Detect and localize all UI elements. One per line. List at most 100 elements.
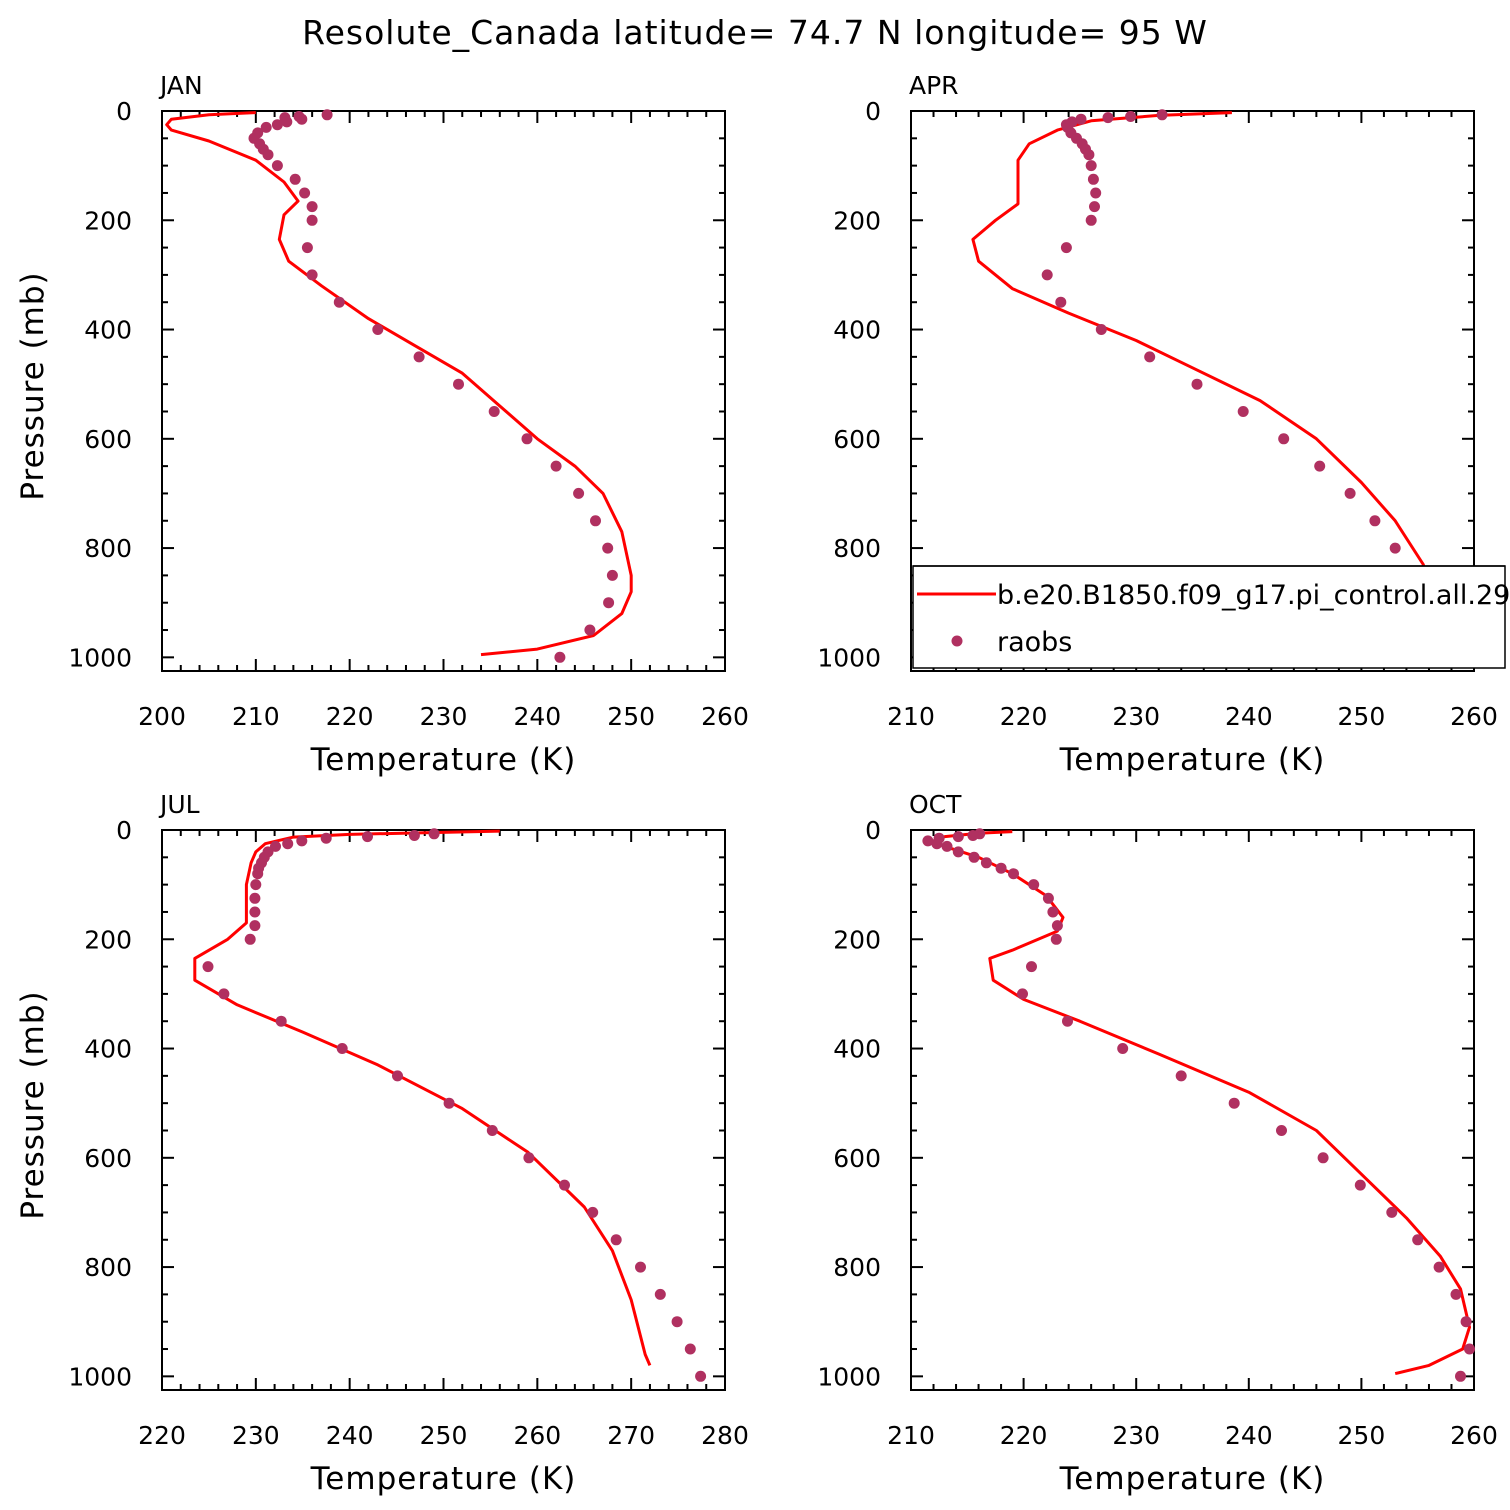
raobs-point (218, 988, 230, 1000)
series-raobs (248, 109, 618, 663)
panels: JAN 200 210 220 230 240 250 260 0 200 400 600 800 100… (15, 71, 1498, 1497)
raobs-point (550, 460, 562, 472)
x-tick-label: 240 (1225, 702, 1273, 731)
x-tick-label: 280 (701, 1421, 749, 1450)
raobs-point (1042, 892, 1054, 904)
x-tick-label: 250 (1338, 1421, 1386, 1450)
raobs-point (413, 351, 425, 363)
panel-oct: OCT 210 220 230 240 250 260 0 200 400 600 800 1000 Te… (817, 790, 1497, 1497)
x-tick-label: 220 (138, 1421, 186, 1450)
x-axis-label: Temperature (K) (1059, 742, 1326, 778)
panel-label: APR (909, 71, 959, 100)
raobs-point (336, 1043, 348, 1054)
raobs-point (1095, 324, 1107, 335)
raobs-point (1085, 160, 1097, 172)
raobs-point (306, 269, 318, 281)
raobs-point (1125, 111, 1137, 122)
raobs-point (1055, 296, 1067, 308)
raobs-point (1062, 1015, 1073, 1027)
raobs-point (299, 187, 311, 199)
raobs-point (1460, 1316, 1472, 1328)
plot-frame (161, 110, 726, 672)
raobs-point (603, 597, 615, 609)
raobs-point (1090, 187, 1102, 199)
raobs-point (1317, 1152, 1329, 1164)
raobs-point (610, 1234, 622, 1246)
raobs-point (695, 1370, 707, 1382)
raobs-point (321, 109, 333, 121)
series-line-model (193, 829, 652, 1366)
panel-label: JAN (158, 71, 203, 100)
y-tick-label: 400 (833, 1035, 881, 1064)
raobs-point (271, 160, 283, 172)
raobs-point (1450, 1288, 1462, 1300)
raobs-point (573, 487, 585, 499)
y-tick-label: 1000 (68, 643, 132, 672)
y-tick-label: 200 (84, 925, 132, 954)
y-tick-label: 1000 (68, 1362, 132, 1391)
raobs-point (1083, 149, 1095, 161)
y-tick-label: 1000 (817, 1362, 881, 1391)
raobs-point (952, 831, 964, 843)
panel-jan: JAN 200 210 220 230 240 250 260 0 200 400 600 800 100… (15, 71, 749, 778)
raobs-point (1412, 1234, 1424, 1246)
raobs-point (1354, 1179, 1366, 1191)
raobs-point (1144, 351, 1156, 363)
raobs-point (671, 1316, 683, 1328)
x-tick-label: 230 (232, 1421, 280, 1450)
raobs-point (1089, 201, 1100, 213)
raobs-point (362, 831, 373, 843)
y-tick-label: 1000 (817, 643, 881, 672)
y-tick-label: 600 (84, 425, 132, 454)
series-raobs (922, 828, 1475, 1382)
raobs-point (260, 121, 272, 133)
panel-label: JUL (158, 790, 200, 819)
x-tick-label: 220 (1000, 1421, 1048, 1450)
raobs-point (372, 324, 384, 335)
raobs-point (1117, 1043, 1129, 1054)
y-tick-label: 0 (116, 816, 132, 845)
raobs-point (249, 906, 261, 918)
raobs-point (1314, 460, 1326, 472)
raobs-point (1455, 1370, 1466, 1382)
raobs-point (1344, 487, 1356, 499)
raobs-point (995, 862, 1007, 874)
x-tick-label: 250 (1338, 702, 1386, 731)
x-tick-label: 210 (887, 702, 935, 731)
raobs-point (202, 961, 214, 973)
raobs-point (250, 879, 262, 891)
raobs-point (306, 201, 318, 213)
raobs-point (587, 1206, 599, 1218)
x-tick-label: 200 (138, 702, 186, 731)
raobs-point (249, 920, 261, 932)
raobs-point (289, 173, 301, 185)
raobs-point (590, 515, 601, 527)
raobs-point (320, 832, 332, 844)
raobs-point (554, 651, 566, 663)
y-tick-label: 400 (84, 316, 132, 345)
raobs-point (1060, 242, 1072, 254)
raobs-point (1228, 1097, 1240, 1109)
raobs-point (559, 1179, 570, 1191)
x-tick-label: 230 (1112, 702, 1160, 731)
raobs-point (453, 378, 464, 390)
panel-apr: APR 210 220 230 240 250 260 0 200 400 600 800 1000 Te… (817, 71, 1497, 778)
raobs-point (1433, 1261, 1445, 1273)
y-tick-label: 200 (84, 206, 132, 235)
legend-box (912, 565, 1506, 669)
raobs-point (1075, 113, 1087, 125)
raobs-point (1156, 109, 1168, 121)
x-axis-label: Temperature (K) (310, 1461, 577, 1497)
raobs-point (602, 542, 614, 554)
raobs-point (1050, 933, 1062, 945)
raobs-point (521, 433, 533, 445)
raobs-point (1085, 214, 1097, 226)
x-tick-label: 260 (513, 1421, 561, 1450)
raobs-point (271, 119, 283, 131)
raobs-point (922, 835, 934, 847)
raobs-point (941, 840, 953, 852)
x-tick-label: 230 (1112, 1421, 1160, 1450)
raobs-point (1041, 269, 1053, 281)
raobs-point (952, 846, 964, 858)
